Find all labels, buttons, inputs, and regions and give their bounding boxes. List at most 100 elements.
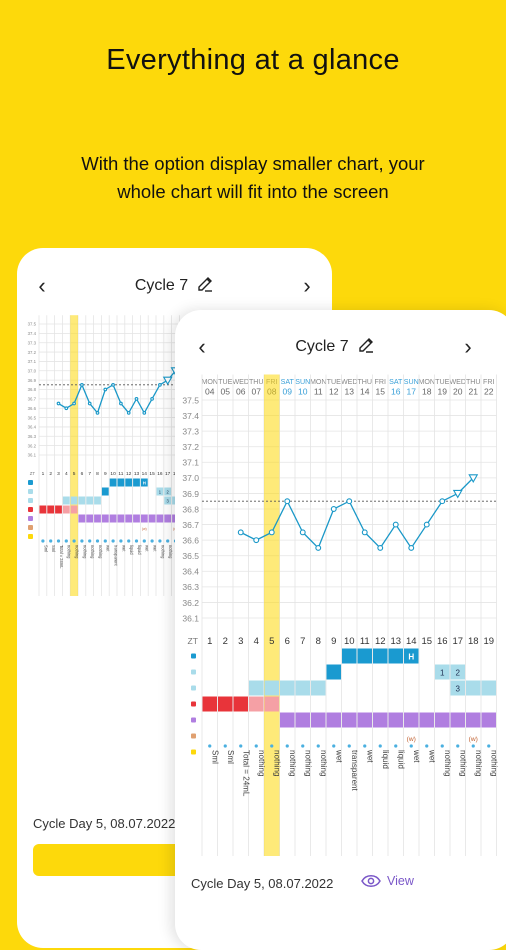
mucus-light-cell [264, 680, 279, 696]
cycle-day-row-label: ZT [188, 636, 199, 646]
temperature-point [150, 397, 154, 401]
mucus-light-cell [311, 680, 326, 696]
bleeding-cell [233, 696, 248, 712]
note-dot [270, 744, 274, 748]
row-legend-icon [191, 685, 196, 691]
row-legend-icon [28, 516, 33, 521]
bleeding-cell [70, 505, 78, 514]
cycle-day-number: 17 [165, 471, 171, 477]
y-tick-label: 36.3 [182, 582, 199, 592]
mucus-light-cell [466, 680, 481, 696]
front-prev-arrow-icon[interactable]: ‹ [198, 334, 206, 359]
y-tick-label: 36.5 [28, 415, 37, 420]
row-legend-icon [28, 480, 33, 485]
purple-phase-cell [140, 514, 148, 523]
temperature-point-triangle [468, 474, 479, 483]
weekday-label: WED [449, 378, 466, 386]
date-label: 15 [375, 386, 385, 396]
note-dot [80, 539, 84, 543]
cervix-num-cell [164, 487, 172, 496]
cycle-day-row-label: ZT [30, 471, 36, 476]
paren-mark: (w) [469, 736, 478, 743]
temperature-point [111, 382, 115, 387]
weekday-label: TUE [218, 378, 232, 386]
cervix-high-label: H [408, 653, 414, 662]
weekday-label: WED [341, 378, 358, 386]
cycle-day-number: 14 [142, 471, 148, 477]
note-dot [239, 744, 243, 748]
weekday-label: MON [310, 378, 327, 386]
weekday-label: SAT [281, 378, 295, 386]
mucus-light-cell [295, 680, 310, 696]
note-dot [409, 744, 413, 748]
purple-phase-cell [342, 712, 357, 728]
cycle-day-number: 15 [421, 636, 432, 647]
temperature-point [87, 401, 92, 406]
cervix-high-cell [125, 478, 133, 487]
mucus-note: transparent [350, 750, 359, 792]
y-tick-label: 37.3 [28, 340, 37, 345]
mucus-note: nothing [304, 750, 313, 776]
bleeding-cell [62, 505, 70, 514]
cycle-day-number: 7 [88, 471, 91, 477]
mucus-note: nothing [90, 545, 95, 558]
note-dot [316, 744, 320, 748]
y-tick-label: 37.5 [182, 395, 199, 405]
front-edit-pencil-icon[interactable] [357, 336, 375, 359]
row-legend-icon [28, 489, 33, 494]
bleeding-cell [264, 696, 279, 712]
cervix-high-cell [117, 478, 125, 487]
cycle-day-number: 1 [42, 471, 45, 477]
bleeding-cell [249, 696, 264, 712]
front-next-arrow-icon[interactable]: › [464, 334, 472, 359]
cervix-num-cell [156, 487, 164, 496]
purple-phase-cell [481, 712, 496, 728]
eye-icon [361, 875, 381, 887]
temperature-point [315, 544, 322, 551]
back-edit-pencil-icon[interactable] [196, 275, 214, 298]
y-tick-label: 36.1 [182, 613, 199, 623]
back-next-arrow-icon[interactable]: › [303, 273, 311, 298]
cervix-number: 3 [456, 685, 461, 694]
note-dot [49, 539, 53, 543]
note-dot [166, 539, 170, 543]
front-cycle-chart: MON04TUE05WED06THU07FRI08SAT09SUN10MON11… [182, 374, 499, 856]
weekday-label: TUE [327, 378, 341, 386]
mucus-light-cell [249, 680, 264, 696]
front-view-link[interactable]: View [361, 874, 414, 888]
mucus-note: liquid [397, 750, 406, 769]
y-tick-label: 36.7 [28, 397, 37, 402]
y-tick-label: 37.5 [28, 322, 37, 327]
date-label: 04 [205, 386, 215, 396]
note-dot [142, 539, 146, 543]
cervix-num-cell [450, 664, 465, 680]
cycle-day-number: 8 [316, 636, 321, 647]
mucus-light-cell [94, 496, 101, 505]
mucus-note: nothing [168, 545, 173, 558]
mucus-note: nothing [160, 545, 165, 558]
purple-phase-cell [466, 712, 481, 728]
cervix-high-cell [388, 648, 403, 664]
weekday-label: THU [466, 378, 481, 386]
cycle-day-number: 18 [468, 636, 479, 647]
note-dot [127, 539, 131, 543]
mucus-note: Sml [211, 750, 220, 764]
purple-phase-cell [101, 514, 109, 523]
note-dot [363, 744, 367, 748]
weekday-label: FRI [375, 378, 386, 386]
back-prev-arrow-icon[interactable]: ‹ [38, 273, 46, 298]
cervix-number: 3 [167, 498, 170, 503]
row-legend-icon [28, 534, 33, 539]
mucus-note: liquid [137, 545, 142, 555]
mucus-note: nothing [75, 545, 80, 558]
cycle-day-number: 12 [375, 636, 386, 647]
note-dot [56, 539, 61, 543]
mucus-note: liquid [129, 545, 134, 555]
note-dot [254, 744, 258, 748]
mucus-note: nothing [67, 545, 72, 558]
note-dot [347, 744, 351, 748]
note-dot [285, 744, 289, 748]
purple-phase-cell [326, 712, 341, 728]
mucus-note: liquid [381, 750, 390, 769]
back-topbar: ‹ Cycle 7 › [17, 266, 332, 306]
